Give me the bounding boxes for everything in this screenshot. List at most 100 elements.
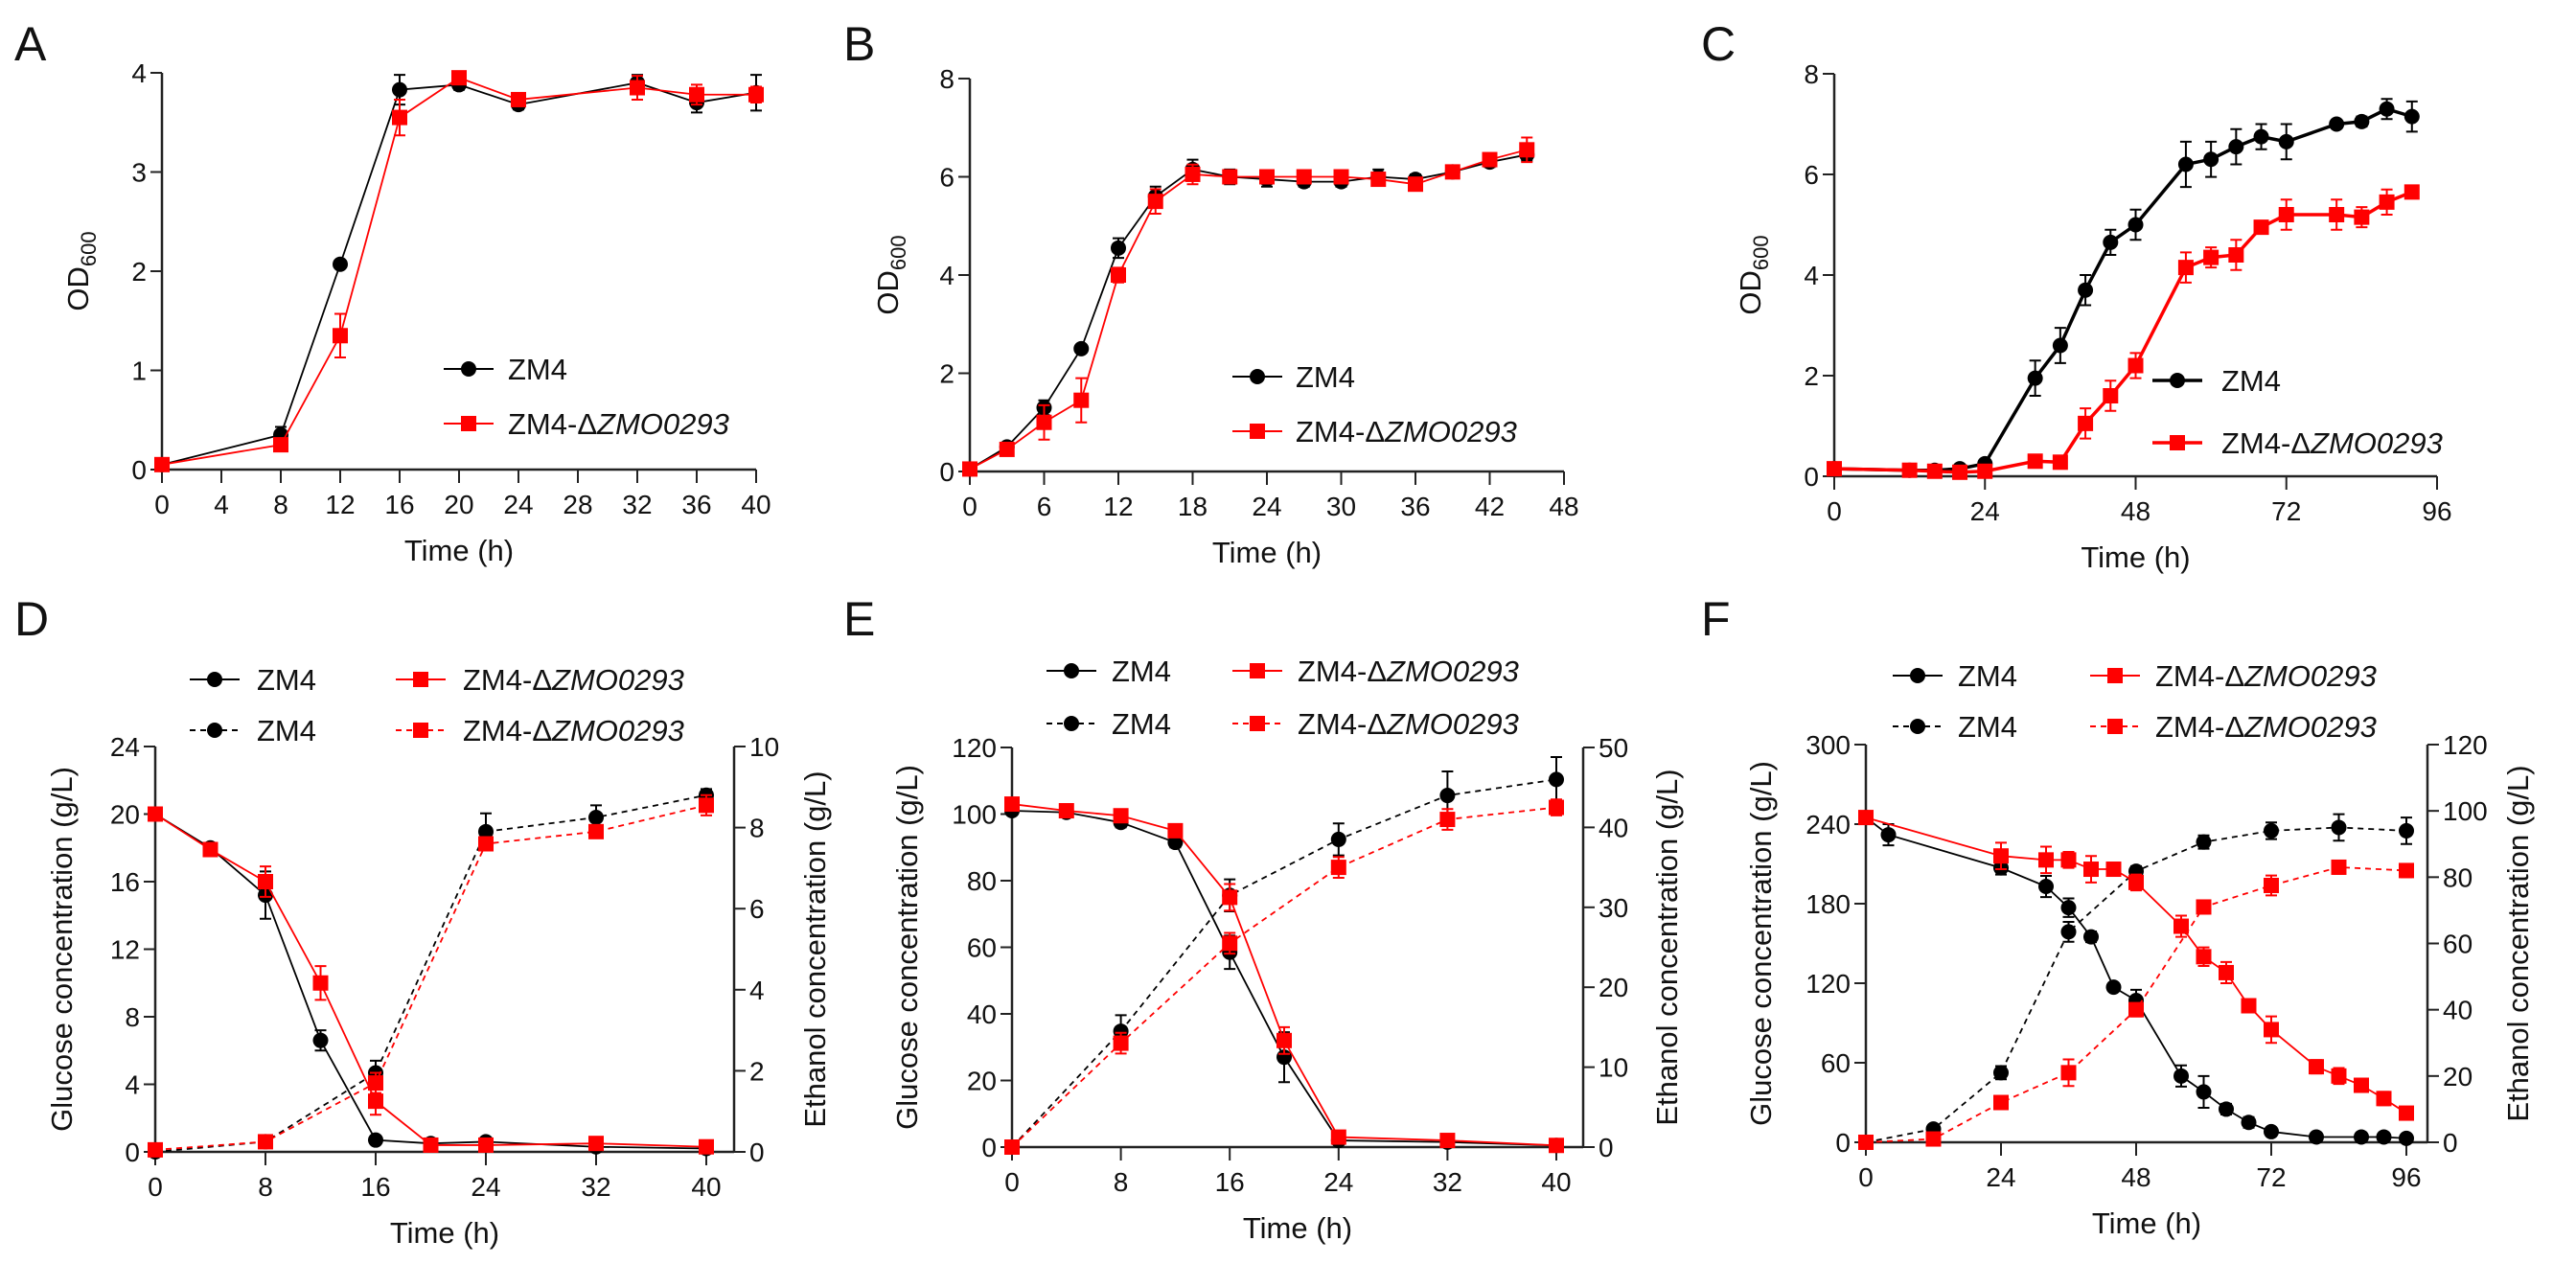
y-tick-label: 20 (110, 800, 140, 830)
data-point-square (2264, 877, 2279, 893)
x-tick-label: 20 (444, 490, 473, 519)
data-point-square (1926, 463, 1943, 479)
x-tick-label: 72 (2271, 496, 2301, 526)
data-point-square (2107, 719, 2123, 734)
data-point-circle (2170, 373, 2185, 388)
x-tick-label: 32 (1433, 1167, 1462, 1197)
y-tick-label: 24 (110, 732, 140, 762)
data-point-square (2354, 1077, 2369, 1093)
data-point-circle (2105, 979, 2122, 996)
y-tick-label: 100 (952, 800, 997, 830)
data-point-circle (2264, 822, 2279, 839)
legend-item: ZM4-ΔZMO0293 (2090, 659, 2377, 693)
x-tick-label: 48 (2121, 1162, 2150, 1192)
data-point-circle (312, 1032, 329, 1048)
y-tick-label: 2 (1804, 361, 1819, 391)
legend-item: ZM4-ΔZMO0293 (396, 663, 684, 697)
y-tick-label: 240 (1806, 810, 1851, 839)
data-point-square (2060, 1065, 2077, 1081)
x-tick-label: 40 (691, 1172, 721, 1202)
series-zm4zmo0293-solid (1827, 184, 2420, 480)
data-point-square (2399, 862, 2414, 879)
y-tick-label: 0 (939, 457, 954, 487)
data-point-circle (478, 823, 494, 839)
data-point-circle (368, 1132, 383, 1148)
data-point-circle (1439, 788, 1456, 804)
x-tick-label: 0 (1004, 1167, 1020, 1197)
data-point-square (413, 672, 428, 687)
x-tick-label: 36 (681, 490, 711, 519)
data-point-circle (2331, 819, 2347, 836)
data-point-circle (2078, 282, 2094, 298)
data-point-square (1250, 663, 1265, 678)
data-point-square (2105, 862, 2122, 878)
y-axis-label-main: Glucose concentration (g/L) (45, 767, 79, 1132)
series-line (154, 813, 707, 1150)
data-point-square (1549, 799, 1564, 816)
data-point-square (1222, 169, 1238, 185)
data-point-circle (1910, 719, 1925, 734)
y2-tick-label: 2 (749, 1056, 765, 1086)
x-tick-label: 0 (148, 1172, 163, 1202)
y2-tick-label: 0 (1598, 1133, 1614, 1162)
data-point-square (2331, 1068, 2347, 1084)
data-point-square (2103, 388, 2119, 403)
panel-f: F 0 24 48 72 96 0 60 120 180 240 300 0 20 40 60 80 100 120… (1701, 592, 2535, 1240)
legend-item: ZM4 (444, 353, 567, 386)
data-point-square (2219, 964, 2234, 980)
series-zm4-dashed (148, 787, 714, 1160)
data-point-square (2379, 194, 2395, 210)
data-point-square (2128, 1001, 2144, 1018)
legend: ZM4 ZM4-ΔZMO0293 (2152, 364, 2443, 460)
y-tick-label: 60 (1821, 1048, 1851, 1078)
data-point-square (368, 1075, 383, 1092)
data-point-circle (392, 81, 407, 98)
y-tick-label: 1 (131, 356, 147, 386)
data-point-circle (1167, 835, 1184, 851)
legend-label: ZM4-ΔZMO0293 (463, 714, 684, 747)
legend-item: ZM4-ΔZMO0293 (1232, 655, 1519, 688)
legend-label: ZM4-ΔZMO0293 (1296, 415, 1517, 448)
data-point-square (1276, 1032, 1292, 1048)
x-tick-label: 24 (1970, 496, 2000, 526)
data-point-circle (2103, 234, 2119, 250)
legend-item: ZM4-ΔZMO0293 (1232, 415, 1517, 448)
y-axis-label-main: OD (871, 270, 905, 315)
series-zm4zmo0293-solid (962, 136, 1535, 477)
panel-e: E 0 8 16 24 32 40 0 20 40 60 80 100 120 0 10 20 30 40 50 Tim… (843, 592, 1684, 1245)
data-point-circle (2241, 1115, 2257, 1131)
y2-tick-label: 4 (749, 976, 765, 1005)
y-axis-label-subscript: 600 (1749, 235, 1773, 270)
data-point-circle (1064, 663, 1079, 678)
x-tick-label: 16 (384, 490, 414, 519)
series-zm4zmo0293-dashed (1858, 859, 2414, 1150)
legend-label: ZM4-ΔZMO0293 (1298, 707, 1519, 741)
legend-label: ZM4 (257, 663, 316, 697)
data-point-square (2128, 874, 2144, 890)
y-tick-label: 12 (110, 935, 140, 965)
data-point-square (154, 456, 170, 472)
x-tick-label: 0 (154, 490, 170, 519)
y2-tick-label: 6 (749, 894, 765, 924)
data-point-square (2170, 435, 2185, 450)
legend-item: ZM4 (190, 663, 316, 697)
data-point-square (1167, 822, 1184, 839)
data-point-square (1858, 1135, 1874, 1150)
y2-axis-label: Ethanol concentration (g/L) (2501, 765, 2535, 1121)
y-axis-label-main: Glucose concentration (g/L) (890, 765, 924, 1130)
data-point-square (1222, 889, 1238, 906)
series-line (1833, 106, 2413, 472)
data-point-circle (2309, 1129, 2324, 1145)
data-point-circle (1111, 240, 1126, 256)
data-point-circle (2052, 337, 2068, 354)
y2-axis-label: Ethanol concentration (g/L) (798, 770, 832, 1127)
y-axis-label: Glucose concentration (g/L) (45, 767, 79, 1132)
data-point-square (1977, 463, 1993, 479)
data-point-square (1004, 1139, 1020, 1155)
y-tick-label: 8 (1804, 59, 1819, 89)
legend-item: ZM4 (1232, 360, 1355, 394)
data-point-square (2329, 207, 2345, 222)
y2-tick-label: 40 (2443, 996, 2472, 1025)
data-point-square (748, 86, 764, 103)
